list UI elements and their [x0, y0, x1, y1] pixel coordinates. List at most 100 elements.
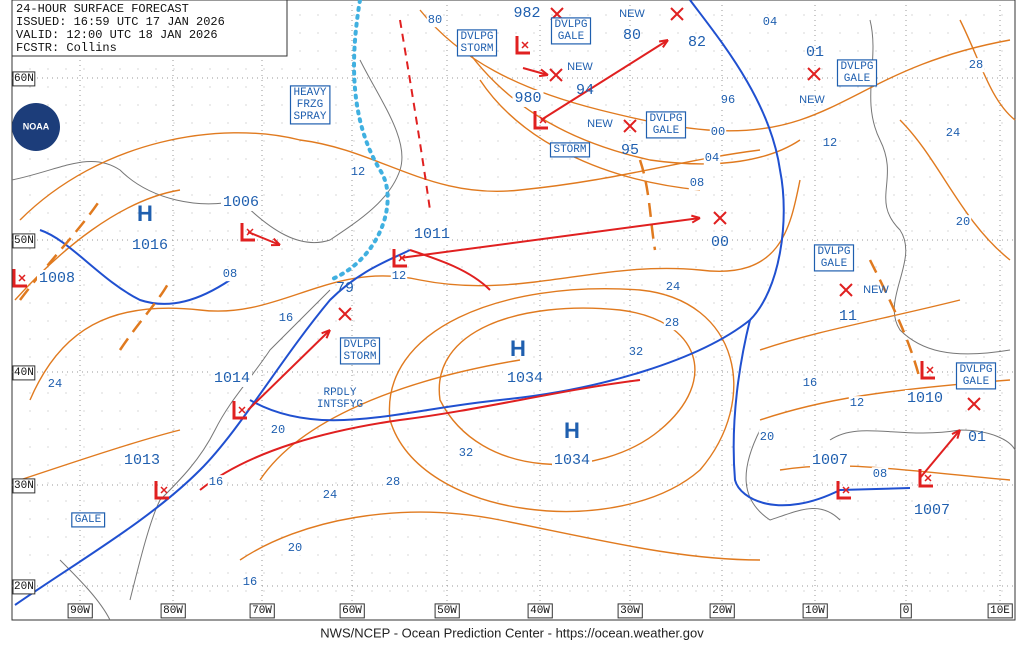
grid-dot: [281, 464, 283, 466]
grid-dot: [263, 194, 265, 196]
grid-dot: [659, 482, 661, 484]
grid-dot: [371, 536, 373, 538]
grid-dot: [479, 500, 481, 502]
grid-dot: [1001, 590, 1003, 592]
grid-dot: [659, 248, 661, 250]
grid-dot: [209, 194, 211, 196]
grid-dot: [821, 284, 823, 286]
grid-dot: [299, 374, 301, 376]
isobar-label: 32: [459, 446, 473, 460]
grid-dot: [245, 500, 247, 502]
label-bg: [129, 236, 171, 254]
grid-dot: [893, 410, 895, 412]
grid-dot: [749, 446, 751, 448]
grid-dot: [569, 356, 571, 358]
high-pressure: 1034: [554, 452, 590, 469]
grid-dot: [245, 176, 247, 178]
grid-dot: [497, 14, 499, 16]
grid-dot: [623, 32, 625, 34]
grid-dot: [749, 212, 751, 214]
grid-dot: [263, 374, 265, 376]
grid-dot: [713, 482, 715, 484]
label-bg: [241, 575, 259, 590]
grid-dot: [821, 320, 823, 322]
grid-dot: [317, 14, 319, 16]
grid-dot: [713, 104, 715, 106]
grid-dot: [29, 518, 31, 520]
low-center: [521, 41, 529, 49]
grid-dot: [1001, 284, 1003, 286]
high-pressure: 1034: [507, 370, 543, 387]
grid-dot: [803, 572, 805, 574]
grid-dot: [155, 212, 157, 214]
grid-dot: [875, 446, 877, 448]
grid-dot: [137, 266, 139, 268]
grid-dot: [479, 392, 481, 394]
grid-dot: [515, 410, 517, 412]
grid-dot: [641, 284, 643, 286]
grid-dot: [461, 536, 463, 538]
grid-dot: [893, 122, 895, 124]
grid-dot: [605, 302, 607, 304]
label-bg: [36, 269, 78, 287]
grid-dot: [803, 32, 805, 34]
grid-dot: [983, 212, 985, 214]
grid-dot: [767, 338, 769, 340]
grid-dot: [191, 392, 193, 394]
grid-dot: [443, 14, 445, 16]
grid-dot: [479, 122, 481, 124]
forecast-x: [839, 283, 853, 297]
warning: DVLPG GALE: [955, 362, 997, 390]
grid-dot: [695, 320, 697, 322]
grid-dot: [677, 68, 679, 70]
isobar-label: 32: [629, 345, 643, 359]
grid-dot: [443, 518, 445, 520]
grid-dot: [659, 518, 661, 520]
grid-dot: [839, 374, 841, 376]
grid-dot: [839, 212, 841, 214]
grid-dot: [263, 500, 265, 502]
grid-dot: [839, 122, 841, 124]
grid-dot: [245, 140, 247, 142]
grid-dot: [65, 266, 67, 268]
grid-dot: [173, 554, 175, 556]
grid-dot: [65, 104, 67, 106]
grid-dot: [173, 104, 175, 106]
low-symbol: [12, 269, 27, 288]
grid-dot: [695, 140, 697, 142]
low-center: [539, 116, 547, 124]
lon-label-box: [617, 603, 643, 619]
track-arrows: [247, 39, 961, 479]
grid-dot: [245, 392, 247, 394]
grid-dot: [155, 284, 157, 286]
grid-dot: [353, 284, 355, 286]
grid-dot: [425, 302, 427, 304]
grid-dot: [731, 14, 733, 16]
grid-dot: [353, 212, 355, 214]
grid-dot: [65, 122, 67, 124]
grid-dot: [47, 356, 49, 358]
grid-dot: [767, 554, 769, 556]
grid-dot: [983, 302, 985, 304]
grid-dot: [569, 86, 571, 88]
grid-dot: [785, 158, 787, 160]
grid-dot: [191, 158, 193, 160]
grid-dot: [983, 536, 985, 538]
grid-dot: [821, 374, 823, 376]
grid-dot: [137, 284, 139, 286]
grid-dot: [1001, 122, 1003, 124]
grid-dot: [29, 356, 31, 358]
grid-dot: [299, 158, 301, 160]
forecast-x: [807, 67, 821, 81]
warning: DVLPG STORM: [339, 337, 381, 365]
grid-dot: [83, 230, 85, 232]
grid-dot: [335, 32, 337, 34]
grid-dot: [245, 518, 247, 520]
grid-dot: [515, 230, 517, 232]
grid-dot: [947, 320, 949, 322]
grid-dot: [551, 356, 553, 358]
grid-dot: [461, 338, 463, 340]
grid-dot: [335, 302, 337, 304]
grid-dot: [947, 392, 949, 394]
grid-dot: [713, 86, 715, 88]
